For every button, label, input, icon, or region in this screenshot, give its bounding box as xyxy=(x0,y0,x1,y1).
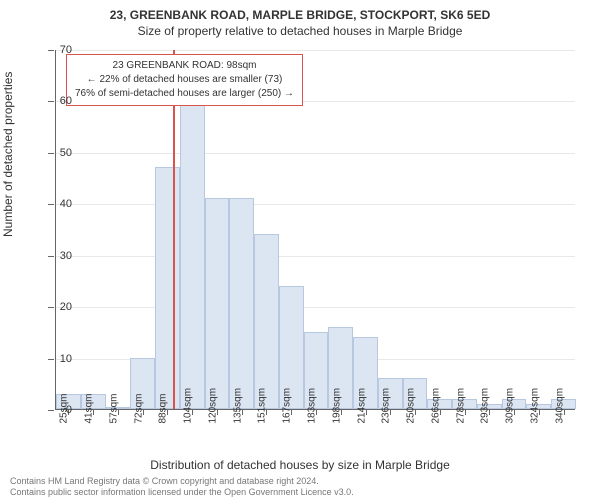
grid-line xyxy=(56,153,575,154)
histogram-bar xyxy=(155,167,180,409)
y-tick xyxy=(48,410,54,411)
grid-line xyxy=(56,256,575,257)
y-tick xyxy=(48,153,54,154)
y-tick xyxy=(48,307,54,308)
histogram-bar xyxy=(254,234,279,409)
histogram-bar xyxy=(229,198,254,409)
chart-container: 23, GREENBANK ROAD, MARPLE BRIDGE, STOCK… xyxy=(0,0,600,500)
y-tick-label: 70 xyxy=(60,44,72,56)
histogram-bar xyxy=(205,198,230,409)
chart-title-sub: Size of property relative to detached ho… xyxy=(0,22,600,38)
grid-line xyxy=(56,50,575,51)
annotation-line: 76% of semi-detached houses are larger (… xyxy=(75,87,294,101)
annotation-box: 23 GREENBANK ROAD: 98sqm← 22% of detache… xyxy=(66,54,303,106)
plot-area: 23 GREENBANK ROAD: 98sqm← 22% of detache… xyxy=(55,50,575,410)
histogram-bar xyxy=(180,90,205,409)
footer-attribution: Contains HM Land Registry data © Crown c… xyxy=(10,476,354,498)
y-tick xyxy=(48,204,54,205)
y-axis-title: Number of detached properties xyxy=(1,72,15,237)
annotation-line: 23 GREENBANK ROAD: 98sqm xyxy=(75,59,294,73)
y-tick xyxy=(48,50,54,51)
y-tick-label: 20 xyxy=(60,301,72,313)
y-tick xyxy=(48,359,54,360)
grid-line xyxy=(56,307,575,308)
footer-line-2: Contains public sector information licen… xyxy=(10,487,354,498)
x-axis-title: Distribution of detached houses by size … xyxy=(0,458,600,472)
y-tick-label: 50 xyxy=(60,147,72,159)
grid-line xyxy=(56,204,575,205)
y-tick-label: 60 xyxy=(60,95,72,107)
y-tick-label: 40 xyxy=(60,198,72,210)
y-tick xyxy=(48,101,54,102)
annotation-line: ← 22% of detached houses are smaller (73… xyxy=(75,73,294,87)
y-tick-label: 30 xyxy=(60,250,72,262)
y-tick-label: 10 xyxy=(60,353,72,365)
chart-title-main: 23, GREENBANK ROAD, MARPLE BRIDGE, STOCK… xyxy=(0,0,600,22)
y-tick xyxy=(48,256,54,257)
footer-line-1: Contains HM Land Registry data © Crown c… xyxy=(10,476,354,487)
